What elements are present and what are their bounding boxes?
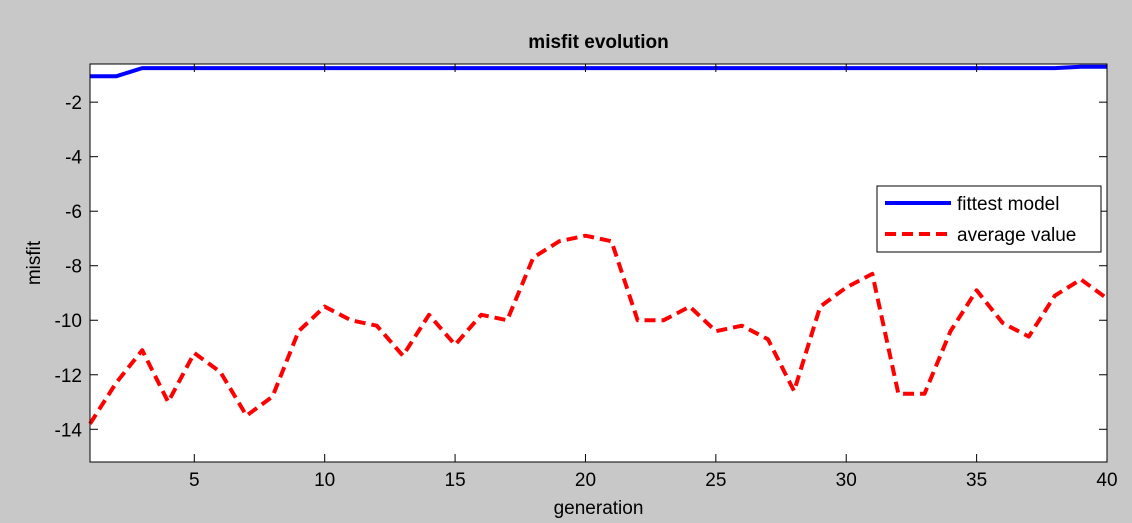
x-tick-label: 5 [189,470,200,491]
y-tick-label: -14 [55,420,83,441]
legend-box [876,185,1102,253]
y-tick-label: -4 [65,148,82,169]
legend-label-2: average value [957,225,1076,246]
x-tick-label: 10 [314,470,335,491]
x-tick-label: 25 [705,470,726,491]
plot-frame [89,63,1108,463]
x-tick-label: 20 [575,470,596,491]
x-tick-label: 35 [966,470,987,491]
y-axis-label: misfit [24,240,45,285]
series-layer [88,64,1109,425]
legend-label-1: fittest model [957,194,1059,215]
series-line-2 [88,233,1109,425]
ticks-layer: 5 10 15 20 25 30 35 40 -2 -4 -6 -8 -10 -12 -14 [55,64,1118,491]
y-tick-label: -6 [65,202,82,223]
x-tick-label: 40 [1096,470,1117,491]
legend: fittest model average value [876,185,1102,253]
plot-area [90,64,1107,462]
x-axis-label: generation [554,498,644,519]
x-tick-label: 30 [836,470,857,491]
x-tick-label: 15 [445,470,466,491]
y-tick-label: -2 [65,93,82,114]
chart-title: misfit evolution [528,32,668,53]
y-tick-label: -10 [55,311,82,332]
y-tick-label: -12 [55,366,82,387]
y-tick-label: -8 [65,257,82,278]
series-line-1 [90,64,1107,79]
